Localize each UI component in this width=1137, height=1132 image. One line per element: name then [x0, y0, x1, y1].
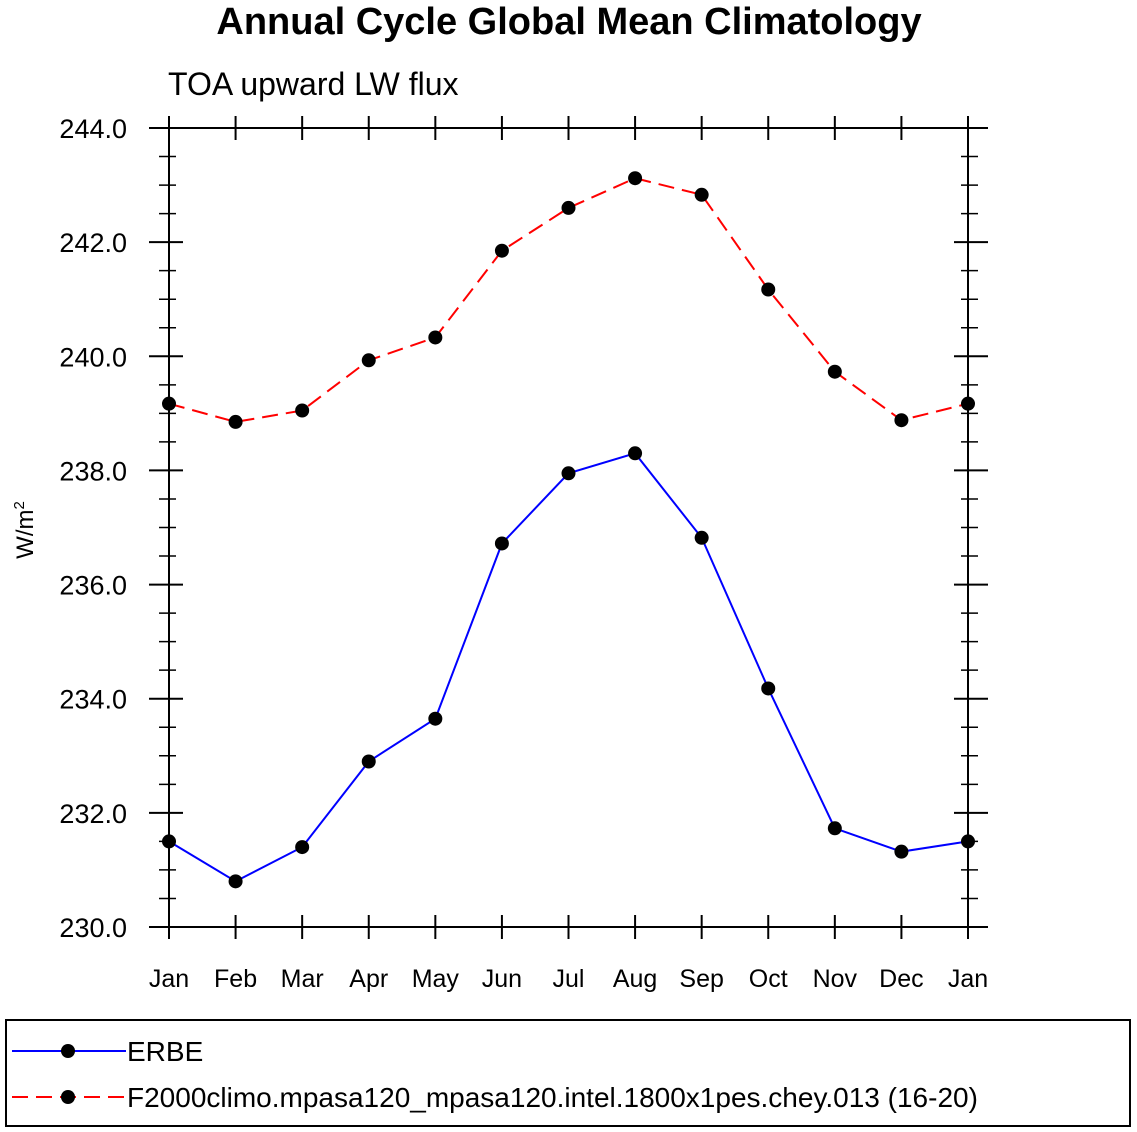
data-point-series-2: [428, 330, 443, 345]
data-point-series-1: [894, 844, 909, 859]
data-point-series-1: [827, 821, 842, 836]
legend-marker-series-2: [61, 1090, 75, 1104]
data-point-series-1: [628, 446, 643, 461]
x-tick-label: May: [412, 965, 460, 993]
y-axis-label-base: W/m: [12, 510, 39, 559]
x-tick-label: Jan: [149, 965, 189, 993]
y-tick-label: 242.0: [59, 228, 127, 258]
legend-label-series-2: F2000climo.mpasa120_mpasa120.intel.1800x…: [127, 1082, 978, 1113]
plot-area: Jan Feb Mar Apr May Jun Jul Aug Sep Oct Nov Dec Jan 2…: [59, 114, 988, 993]
x-tick-label: Aug: [613, 965, 657, 993]
y-tick-label: 234.0: [59, 685, 127, 715]
x-tick-label: Sep: [679, 965, 723, 993]
data-point-series-2: [228, 414, 243, 429]
data-point-series-2: [694, 187, 709, 202]
legend-label-series-1: ERBE: [127, 1036, 203, 1067]
y-tick-label: 238.0: [59, 456, 127, 486]
x-tick-label: Feb: [214, 965, 257, 993]
data-point-series-2: [295, 403, 310, 418]
y-axis-label: W/m2: [11, 501, 39, 559]
data-point-series-2: [961, 396, 975, 411]
data-point-series-2: [162, 396, 176, 411]
chart-title: Annual Cycle Global Mean Climatology: [216, 1, 921, 43]
data-point-series-2: [561, 200, 576, 215]
data-point-series-1: [494, 536, 509, 551]
data-point-series-1: [428, 711, 443, 726]
x-tick-label: Nov: [813, 965, 858, 993]
data-point-series-1: [961, 834, 975, 849]
data-point-series-2: [494, 243, 509, 258]
data-point-series-1: [361, 754, 376, 769]
data-point-series-1: [228, 874, 243, 889]
data-point-series-2: [761, 282, 776, 297]
data-point-series-1: [694, 530, 709, 545]
x-tick-label: Mar: [281, 965, 324, 993]
y-tick-label: 244.0: [59, 114, 127, 144]
x-tick-label: Oct: [749, 965, 788, 993]
y-tick-label: 232.0: [59, 799, 127, 829]
y-tick-label: 240.0: [59, 342, 127, 372]
data-point-series-2: [894, 413, 909, 428]
y-tick-label: 230.0: [59, 913, 127, 943]
data-point-series-1: [295, 840, 310, 855]
legend: ERBE F2000climo.mpasa120_mpasa120.intel.1…: [5, 1019, 1131, 1127]
x-tick-label: Dec: [879, 965, 923, 993]
y-axis-label-superscript: 2: [11, 501, 28, 509]
data-point-series-2: [827, 364, 842, 379]
x-tick-label: Jun: [482, 965, 522, 993]
legend-box: [5, 1019, 1131, 1127]
legend-marker-series-1: [61, 1044, 75, 1058]
data-point-series-1: [561, 466, 576, 481]
chart-subtitle: TOA upward LW flux: [168, 66, 458, 102]
y-tick-label: 236.0: [59, 571, 127, 601]
data-point-series-1: [162, 834, 176, 849]
x-tick-label: Jan: [948, 965, 988, 993]
x-tick-label: Apr: [349, 965, 388, 993]
data-point-series-2: [628, 171, 643, 186]
data-point-series-2: [361, 353, 376, 368]
data-point-series-1: [761, 681, 776, 696]
x-tick-label: Jul: [553, 965, 585, 993]
